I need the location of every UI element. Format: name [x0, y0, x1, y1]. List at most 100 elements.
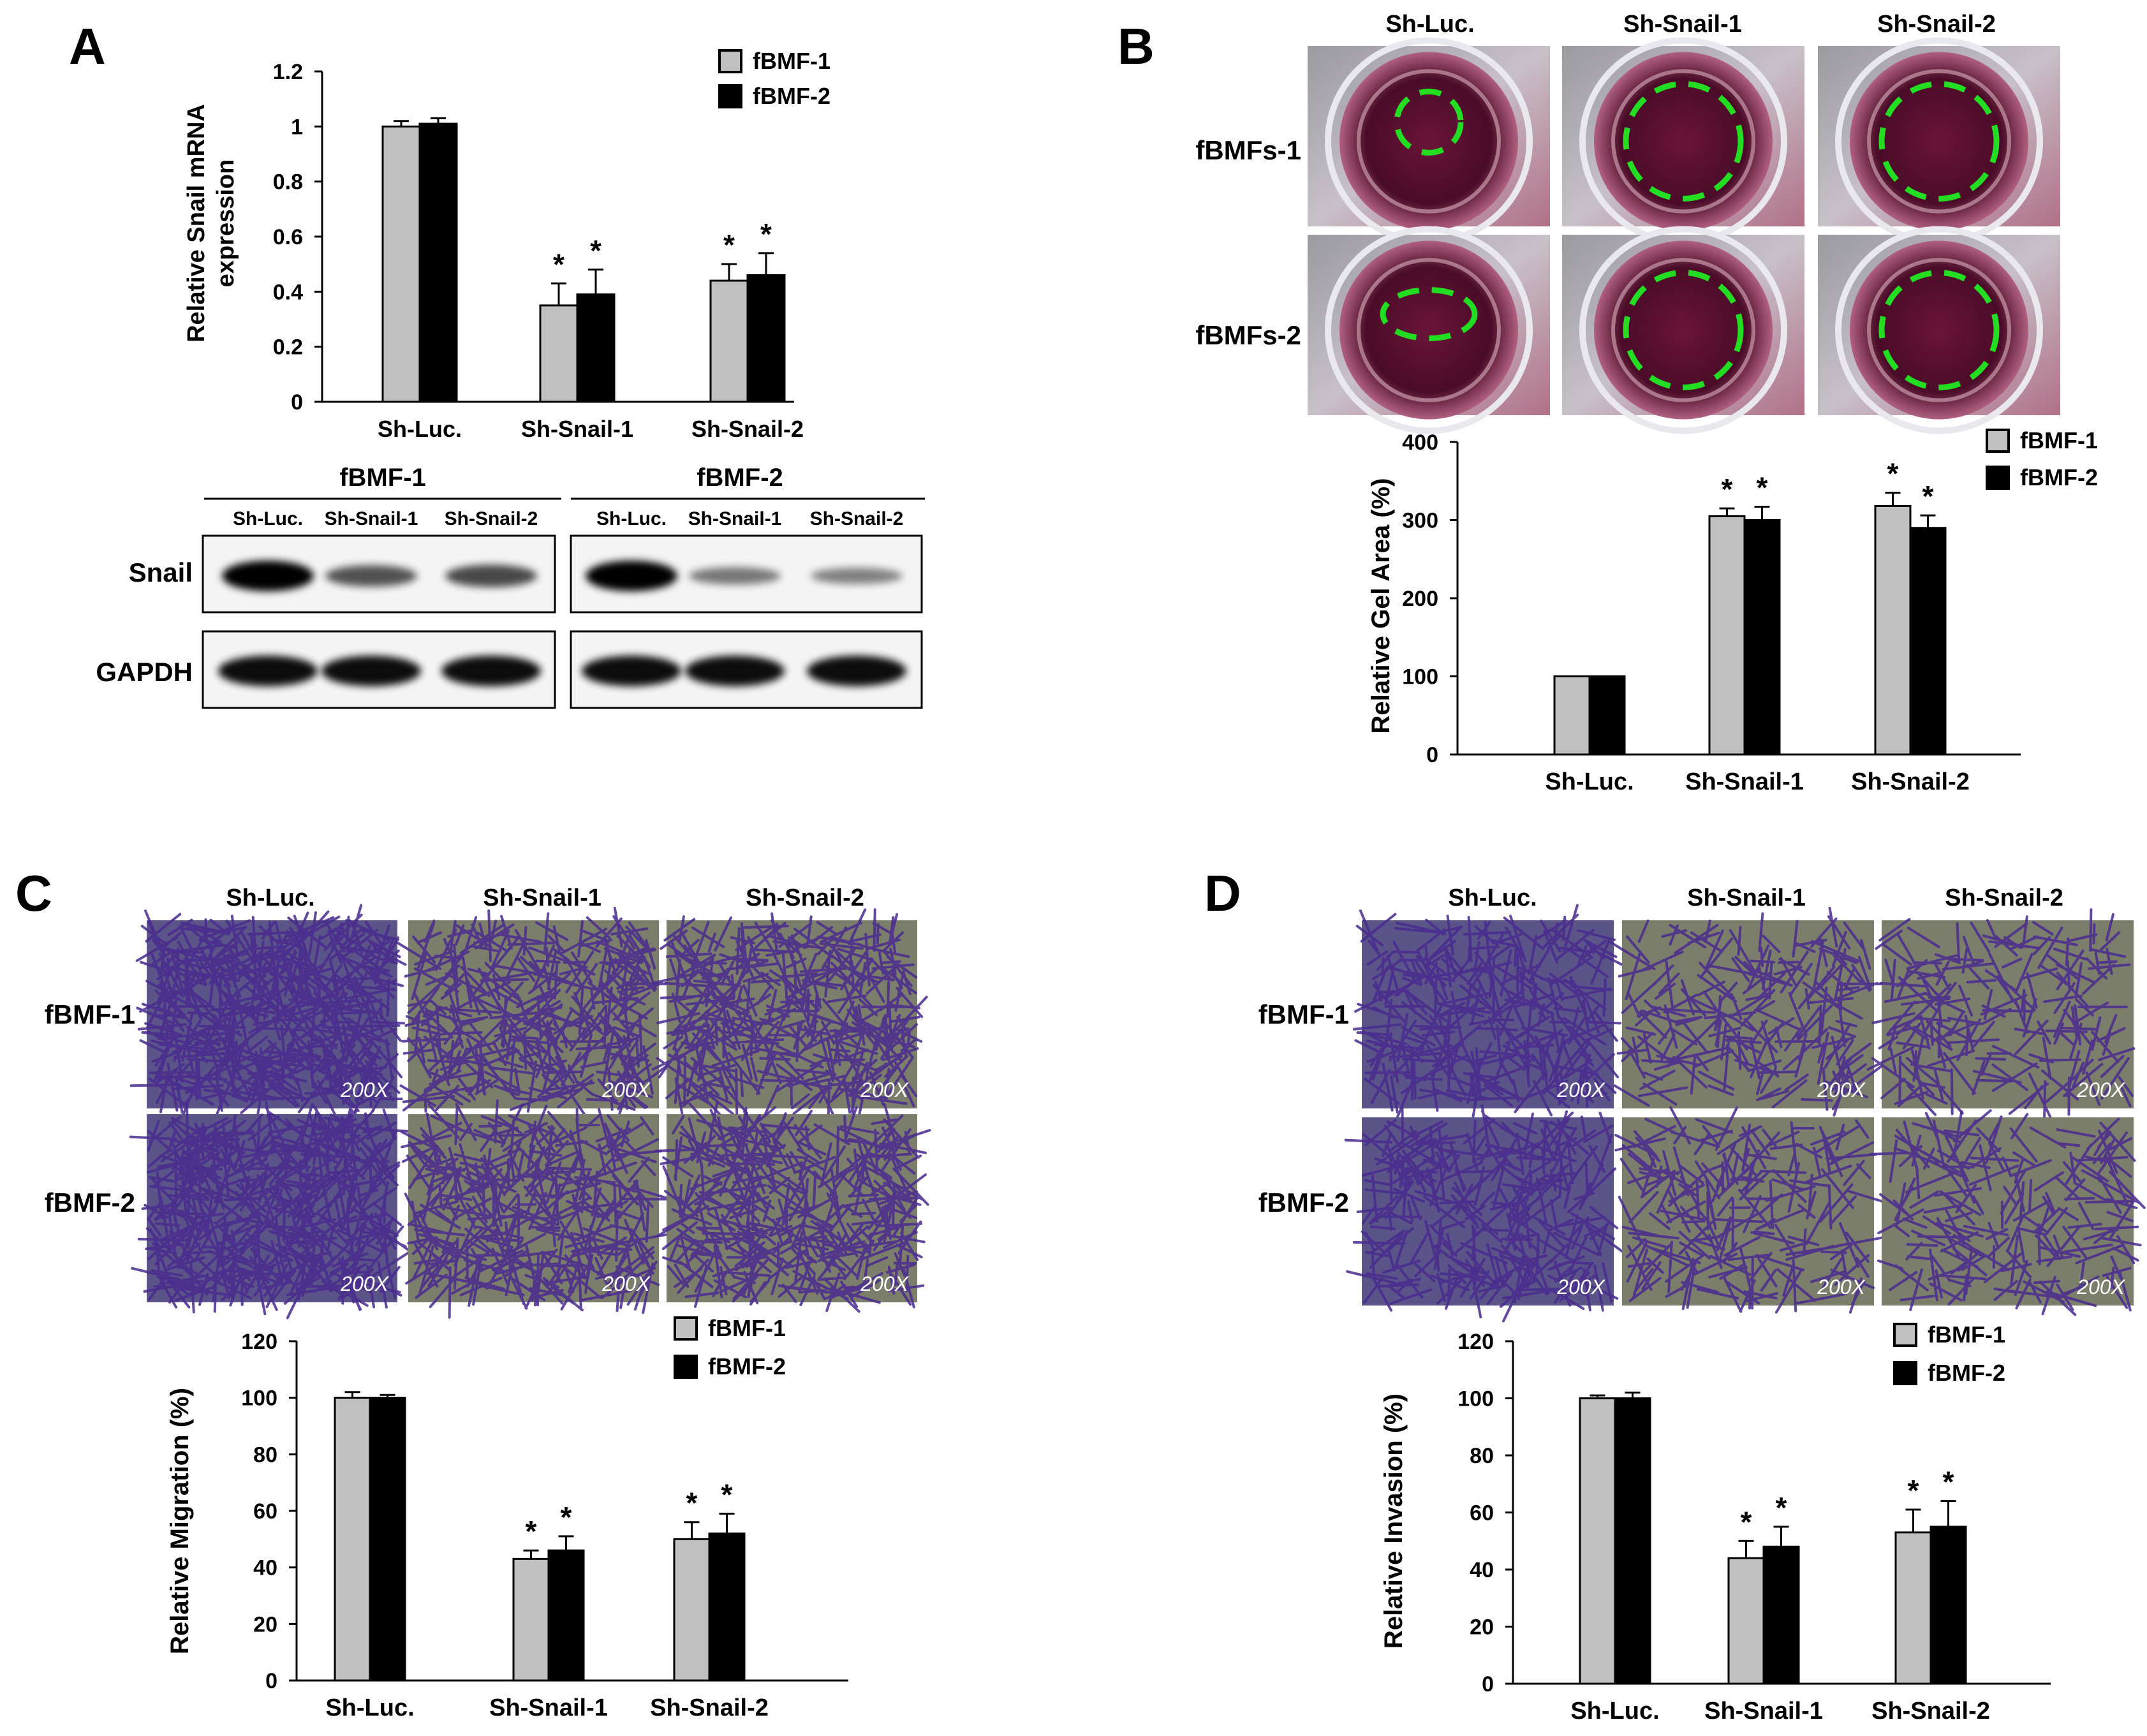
chart-c-bar [369, 1397, 406, 1682]
gel-boundary-ring [1380, 287, 1478, 341]
chart-d-bar [1614, 1397, 1651, 1685]
chart-a-significance-marker: * [723, 228, 735, 261]
chart-b-significance-marker: * [1922, 480, 1934, 513]
chart-b-ytick-label: 300 [1402, 509, 1438, 533]
chart-d-ytick-label: 20 [1470, 1615, 1494, 1640]
chart-b-bar [1553, 675, 1591, 756]
chart-b-significance-marker: * [1757, 471, 1768, 504]
chart-a-legend-swatch [718, 84, 742, 108]
chart-d-category-label: Sh-Snail-1 [1704, 1698, 1823, 1725]
blot-lane-label: Sh-Luc. [596, 508, 667, 529]
chart-b-ytick-label: 0 [1426, 743, 1438, 767]
chart-c-legend-label: fBMF-2 [708, 1353, 786, 1379]
invasion-cells [1866, 908, 2136, 1121]
panel-letter-c: C [15, 865, 52, 922]
chart-c-bar [547, 1549, 585, 1682]
invasion-magnification-label: 200X [2076, 1276, 2125, 1298]
blot-lane-label: Sh-Snail-2 [445, 508, 538, 529]
migration-photos-c: Sh-Luc. Sh-Snail-1 Sh-Snail-2 fBMF-1 fBM… [45, 885, 931, 1320]
photo-col-label: Sh-Snail-1 [483, 885, 601, 911]
chart-d-legend-label: fBMF-1 [1928, 1321, 2005, 1348]
chart-c-significance-marker: * [721, 1478, 733, 1511]
dish-well [1339, 52, 1518, 231]
blot-band-gapdh [685, 656, 785, 686]
chart-c-legend-label: fBMF-1 [708, 1315, 786, 1341]
dish-photos-b: Sh-Luc. Sh-Snail-1 Sh-Snail-2 fBMFs-1 fB… [1195, 11, 2060, 434]
migration-cells [129, 1101, 412, 1320]
chart-d-ytick-label: 0 [1482, 1672, 1494, 1696]
invasion-cells [1344, 1104, 1628, 1323]
chart-a-ylabel: Relative Snail mRNA expression [183, 104, 239, 342]
panel-letter-d: D [1204, 865, 1241, 922]
chart-d-bar [1894, 1531, 1932, 1685]
invasion-magnification-label: 200X [1556, 1078, 1605, 1101]
chart-c-ytick-label: 20 [253, 1612, 277, 1637]
chart-a-significance-marker: * [590, 234, 601, 267]
blot-lane-label: Sh-Luc. [233, 508, 303, 529]
invasion-photos-d: Sh-Luc. Sh-Snail-1 Sh-Snail-2 fBMF-1 fBM… [1258, 885, 2146, 1323]
blot-band-gapdh [441, 656, 541, 686]
dish-insert [1611, 69, 1755, 214]
chart-b-ytick-label: 400 [1402, 430, 1438, 455]
blot-band-gapdh [807, 656, 906, 686]
chart-b-ytick-label: 200 [1402, 587, 1438, 611]
chart-d-ylabel: Relative Invasion (%) [1380, 1394, 1408, 1649]
photo-row-label: fBMF-1 [45, 999, 135, 1029]
photo-row-label: fBMFs-2 [1195, 320, 1301, 350]
blot-band-snail [689, 567, 781, 585]
blot-band-snail [586, 561, 677, 591]
dish-insert [1867, 69, 2011, 214]
dish-insert [1357, 258, 1501, 402]
photo-col-label: Sh-Snail-2 [746, 885, 864, 911]
chart-a-category-label: Sh-Snail-1 [521, 416, 633, 442]
chart-b-legend-swatch [1986, 466, 2010, 490]
chart-c-significance-marker: * [526, 1515, 537, 1548]
chart-a-legend-label: fBMF-1 [753, 48, 830, 74]
chart-d-legend-swatch [1893, 1361, 1917, 1385]
photo-row-label: fBMFs-1 [1195, 135, 1301, 165]
chart-a-bar [418, 122, 458, 403]
migration-magnification-label: 200X [601, 1078, 651, 1101]
chart-b-category-label: Sh-Luc. [1545, 769, 1634, 795]
photo-col-label: Sh-Snail-2 [1877, 11, 1996, 38]
chart-b-bar [1588, 675, 1626, 756]
dish-well-rim [1835, 226, 2043, 434]
chart-d-legend-label: fBMF-2 [1928, 1360, 2005, 1386]
dish-well [1594, 240, 1773, 420]
chart-a-significance-marker: * [553, 247, 564, 281]
chart-d-significance-marker: * [1776, 1491, 1787, 1524]
panel-letter-a: A [69, 18, 106, 75]
panel-letter-b: B [1118, 18, 1155, 75]
migration-magnification-label: 200X [860, 1272, 909, 1295]
chart-b-legend-swatch [1986, 429, 2010, 453]
chart-c-ytick-label: 60 [253, 1499, 277, 1524]
chart-d-ytick-label: 40 [1470, 1558, 1494, 1582]
blot-group-label-1: fBMF-1 [339, 464, 426, 492]
migration-cells [651, 908, 928, 1126]
chart-c-category-label: Sh-Snail-2 [650, 1695, 769, 1721]
photo-col-label: Sh-Luc. [1448, 885, 1537, 911]
blot-lane-label: Sh-Snail-2 [810, 508, 904, 529]
gel-boundary-ring [1623, 81, 1744, 202]
dish-well [1339, 240, 1518, 420]
chart-b-ytick-label: 100 [1402, 665, 1438, 689]
chart-b-significance-marker: * [1887, 457, 1899, 490]
invasion-magnification-label: 200X [2076, 1078, 2125, 1101]
chart-d-bar [1929, 1526, 1967, 1685]
chart-a-legend-swatch [718, 49, 742, 73]
chart-d-significance-marker: * [1741, 1505, 1752, 1538]
photo-col-label: Sh-Luc. [1385, 11, 1474, 38]
chart-b-category-label: Sh-Snail-1 [1685, 769, 1804, 795]
blot-band-snail [811, 568, 903, 584]
invasion-cells [1869, 1109, 2146, 1316]
chart-d-bar [1579, 1397, 1616, 1685]
blot-row-label-snail: Snail [129, 557, 193, 587]
chart-a-ytick-label: 0.4 [273, 280, 303, 304]
chart-d-ytick-label: 80 [1470, 1444, 1494, 1468]
chart-d-ytick-label: 60 [1470, 1501, 1494, 1526]
chart-d-significance-marker: * [1943, 1466, 1954, 1499]
blot-band-gapdh [321, 656, 421, 686]
chart-a-bar [576, 293, 616, 403]
chart-b-bar [1743, 519, 1781, 756]
invasion-cells [1614, 1106, 1889, 1314]
